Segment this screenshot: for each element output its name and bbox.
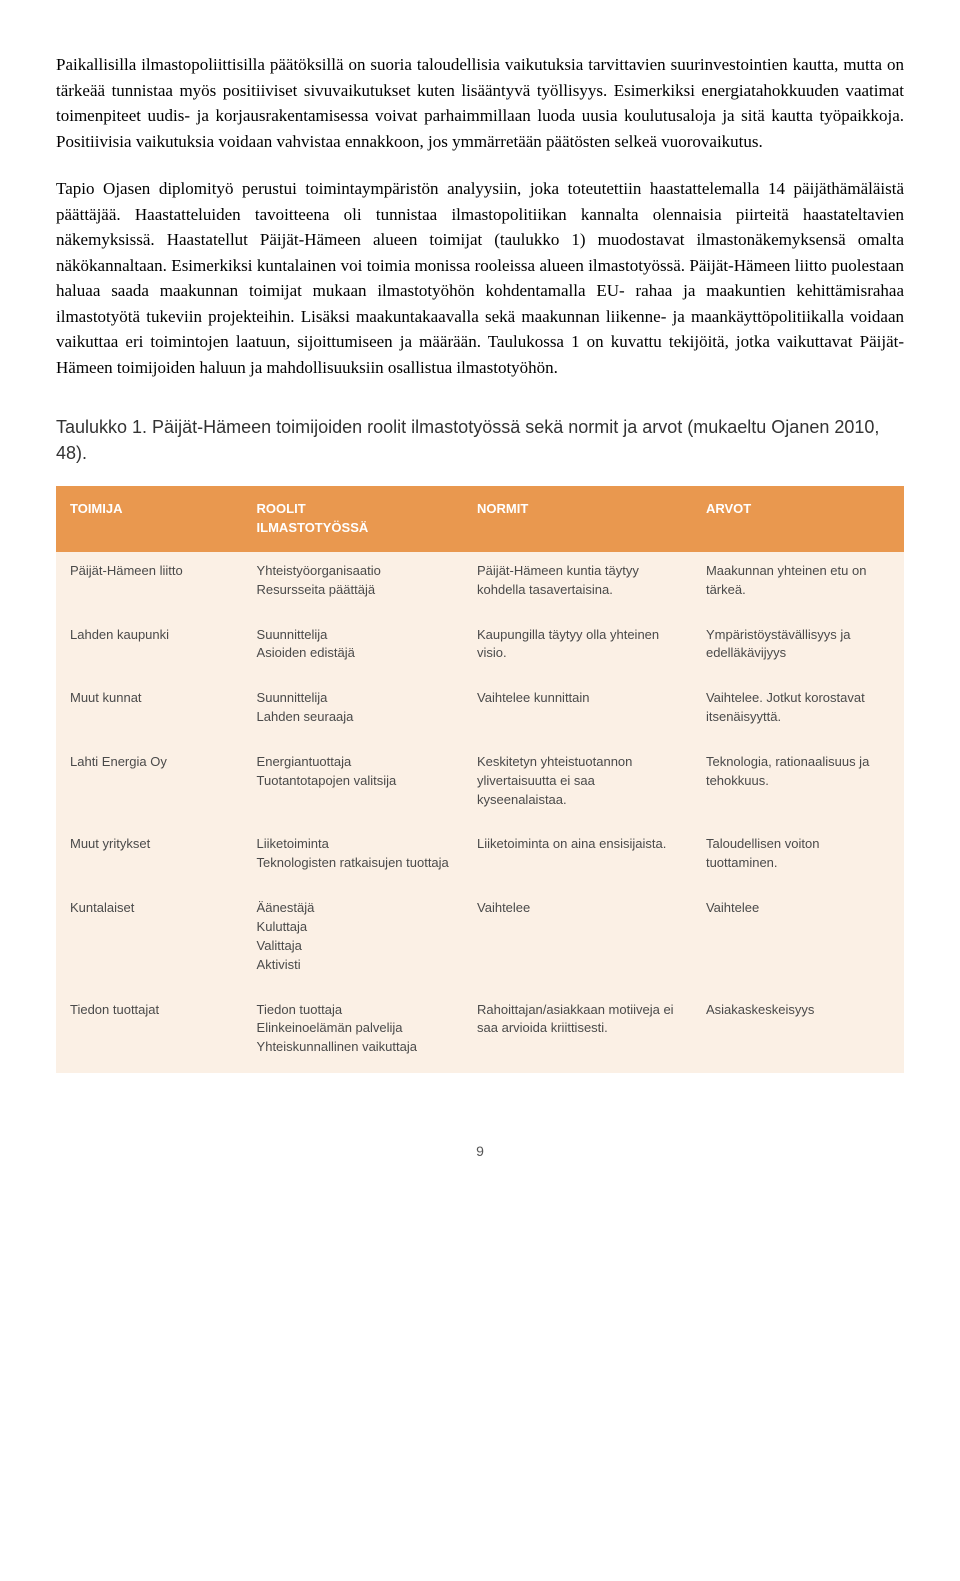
table-row: Tiedon tuottajatTiedon tuottajaElinkeino… [56,991,904,1074]
col-header: NORMIT [463,486,692,552]
table-row: KuntalaisetÄänestäjäKuluttajaValittajaAk… [56,889,904,990]
table-cell: ÄänestäjäKuluttajaValittajaAktivisti [243,889,463,990]
table-cell: Päijät-Hämeen liitto [56,552,243,616]
col-header: ARVOT [692,486,904,552]
table-cell: LiiketoimintaTeknologisten ratkaisujen t… [243,825,463,889]
table-head: TOIMIJAROOLITILMASTOTYÖSSÄNORMITARVOT [56,486,904,552]
table-cell: Vaihtelee. Jotkut korostavat itsenäisyyt… [692,679,904,743]
table-cell: Kuntalaiset [56,889,243,990]
body-paragraph-1: Paikallisilla ilmastopoliittisilla päätö… [56,52,904,154]
table-cell: SuunnittelijaLahden seuraaja [243,679,463,743]
table-cell: Taloudellisen voiton tuottaminen. [692,825,904,889]
table-cell: Rahoittajan/asiakkaan motiiveja ei saa a… [463,991,692,1074]
table-cell: Vaihtelee kunnittain [463,679,692,743]
table-cell: Lahden kaupunki [56,616,243,680]
table-cell: Liiketoiminta on aina ensisijaista. [463,825,692,889]
col-header: ROOLITILMASTOTYÖSSÄ [243,486,463,552]
table-cell: SuunnittelijaAsioiden edistäjä [243,616,463,680]
table-cell: Tiedon tuottajat [56,991,243,1074]
table-cell: Kaupungilla täytyy olla yhteinen visio. [463,616,692,680]
table-caption: Taulukko 1. Päijät-Hämeen toimijoiden ro… [56,414,904,466]
table-cell: EnergiantuottajaTuotantotapojen valitsij… [243,743,463,826]
page-number: 9 [56,1143,904,1159]
table-cell: Vaihtelee [692,889,904,990]
col-header: TOIMIJA [56,486,243,552]
table-cell: Päijät-Hämeen kuntia täytyy kohdella tas… [463,552,692,616]
table-cell: Lahti Energia Oy [56,743,243,826]
table-cell: Vaihtelee [463,889,692,990]
table-cell: Ympäristöystävällisyys ja edelläkävijyys [692,616,904,680]
table-row: Lahden kaupunkiSuunnittelijaAsioiden edi… [56,616,904,680]
body-paragraph-2: Tapio Ojasen diplomityö perustui toimint… [56,176,904,380]
table-row: Päijät-Hämeen liittoYhteistyöorganisaati… [56,552,904,616]
table-cell: Asiakaskeskeisyys [692,991,904,1074]
table-cell: Teknologia, rationaalisuus ja tehokkuus. [692,743,904,826]
table-row: Muut yrityksetLiiketoimintaTeknologisten… [56,825,904,889]
table-cell: Muut yritykset [56,825,243,889]
table-cell: Keskitetyn yhteistuotannon ylivertaisuut… [463,743,692,826]
table-cell: Tiedon tuottajaElinkeinoelämän palvelija… [243,991,463,1074]
table-cell: Muut kunnat [56,679,243,743]
table-cell: YhteistyöorganisaatioResursseita päättäj… [243,552,463,616]
table-row: Muut kunnatSuunnittelijaLahden seuraajaV… [56,679,904,743]
table-body: Päijät-Hämeen liittoYhteistyöorganisaati… [56,552,904,1073]
table-row: Lahti Energia OyEnergiantuottajaTuotanto… [56,743,904,826]
roles-table: TOIMIJAROOLITILMASTOTYÖSSÄNORMITARVOT Pä… [56,486,904,1073]
table-cell: Maakunnan yhteinen etu on tärkeä. [692,552,904,616]
